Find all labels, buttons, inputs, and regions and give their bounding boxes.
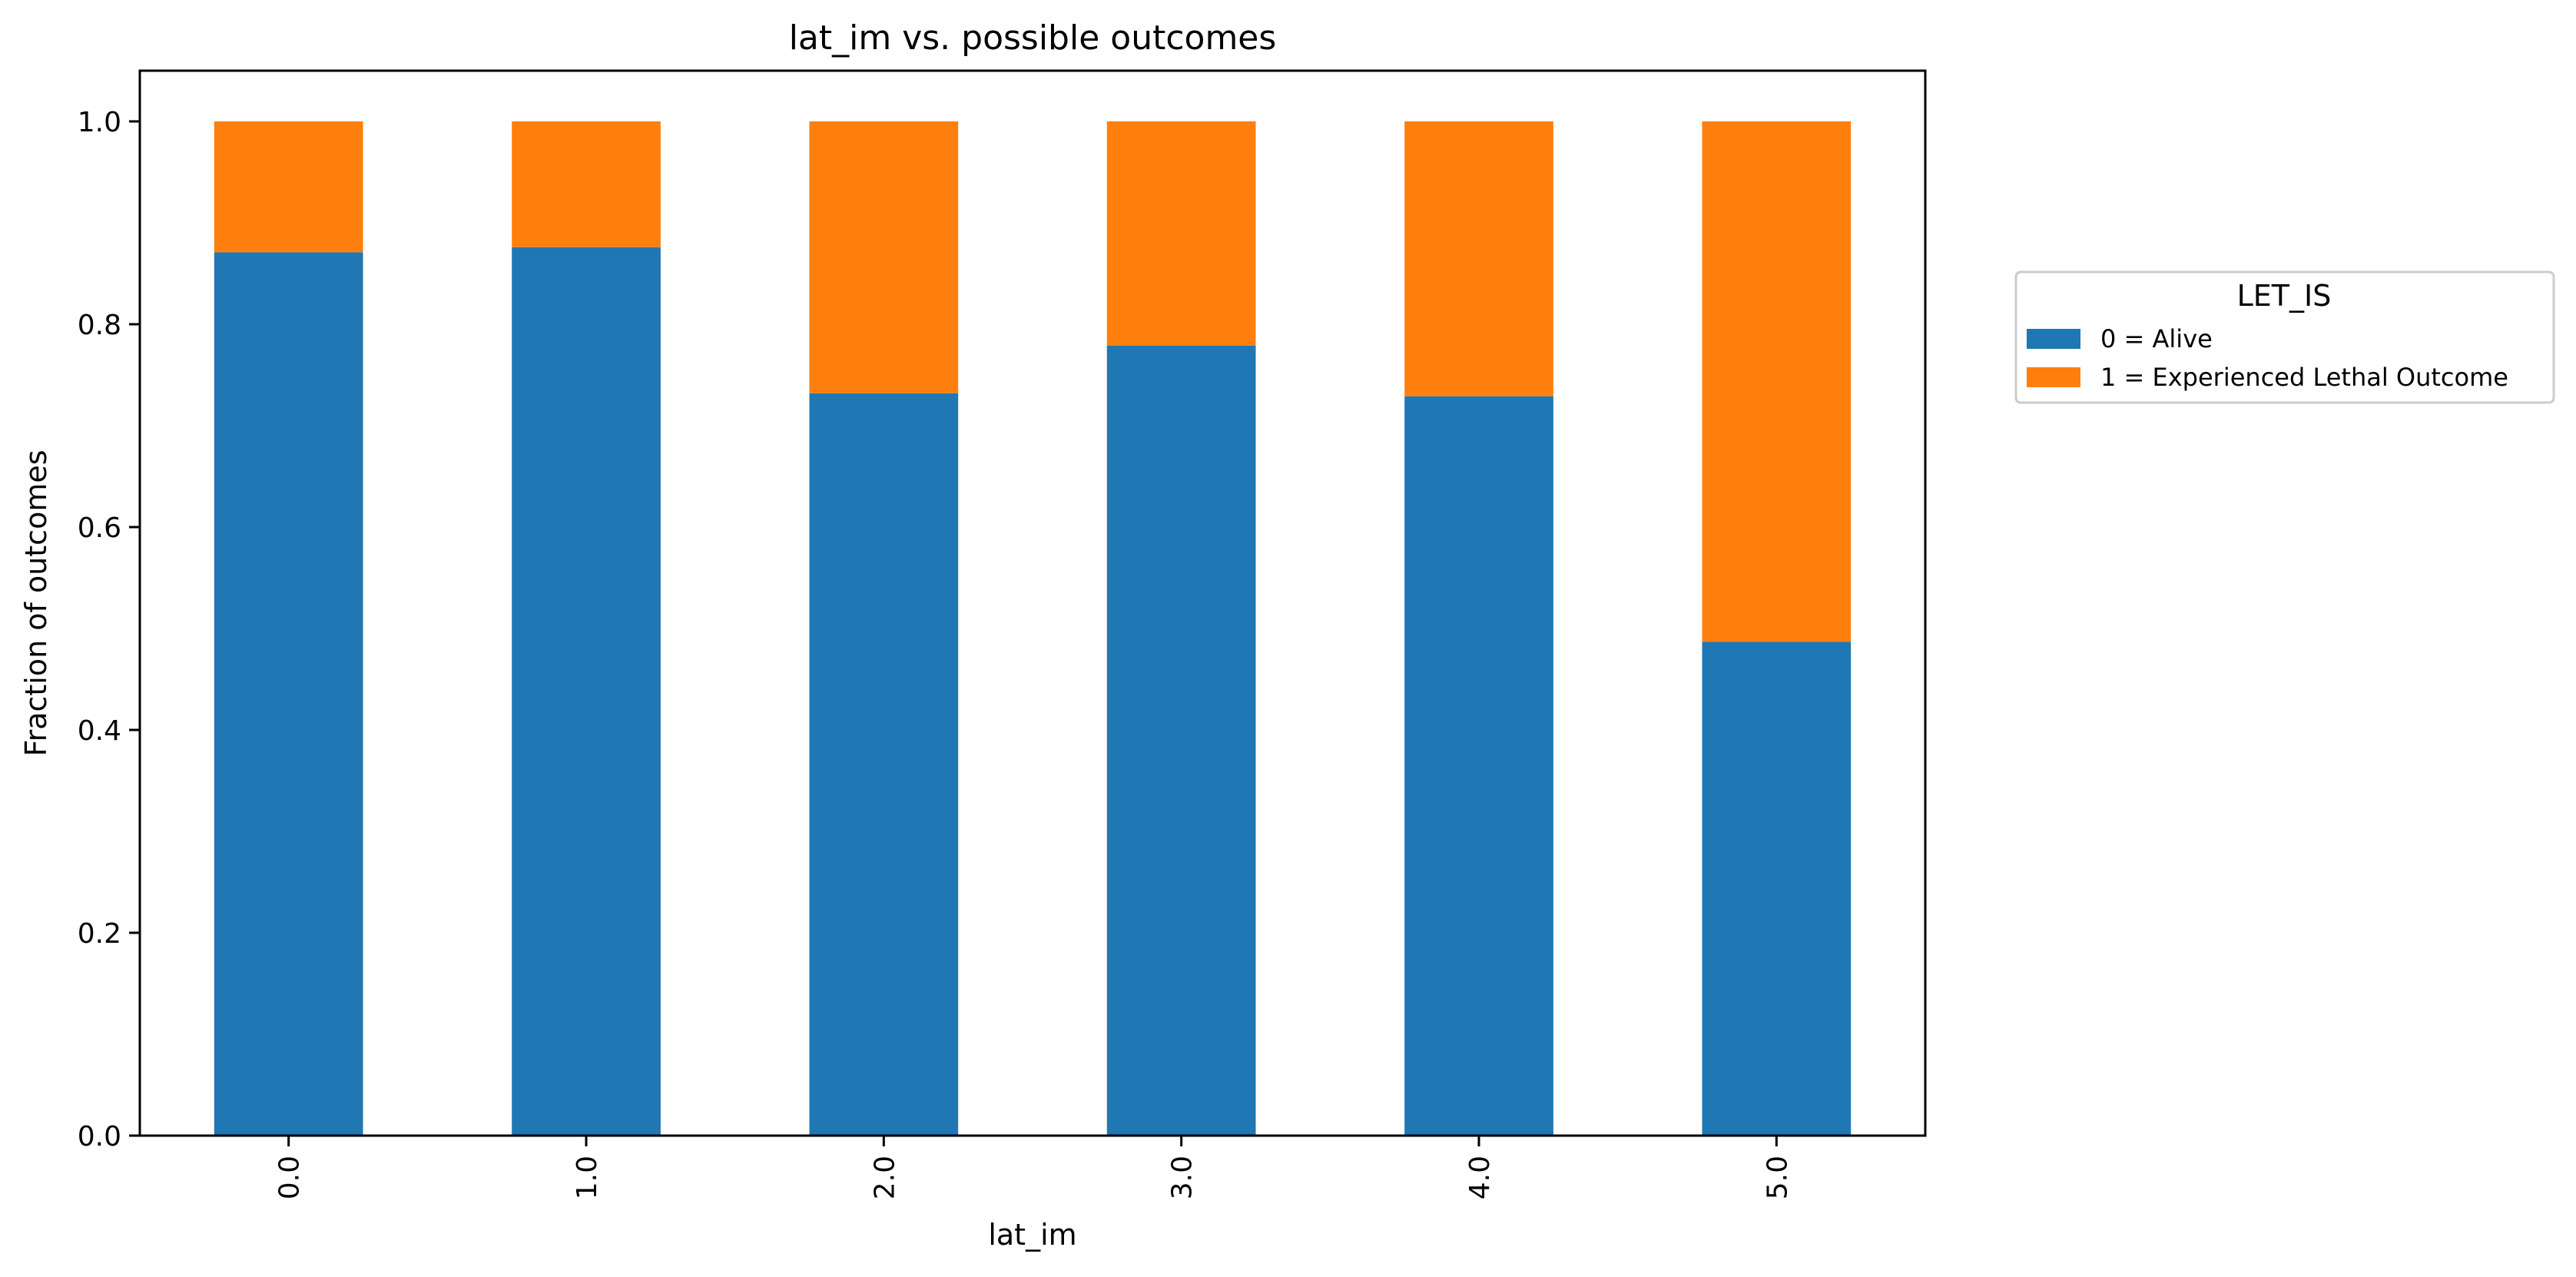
y-tick-label: 0.2 [78,918,121,950]
x-tick-label: 5.0 [1762,1156,1793,1199]
bar-lethal-outcome-0.0 [214,121,363,253]
legend: LET_IS 0 = Alive 1 = Experienced Lethal … [2014,270,2555,404]
plot-area-frame [138,69,1927,1137]
y-tick-label: 0.0 [78,1121,121,1153]
bar-alive-4.0 [1404,396,1553,1136]
bar-alive-1.0 [512,247,661,1136]
legend-title: LET_IS [2237,279,2332,313]
bar-lethal-outcome-3.0 [1106,121,1256,346]
legend-swatch-alive [2027,329,2080,349]
x-tick-label: 4.0 [1464,1156,1496,1199]
x-axis-label: lat_im [988,1218,1076,1252]
bar-lethal-outcome-5.0 [1702,121,1852,642]
legend-label-alive: 0 = Alive [2100,324,2213,353]
bar-lethal-outcome-4.0 [1404,121,1553,396]
y-tick-label: 1.0 [78,107,121,138]
y-tick-label: 0.8 [78,310,121,341]
legend-swatch-lethal-outcome [2027,367,2080,387]
bar-alive-3.0 [1106,345,1256,1136]
x-tick-label: 1.0 [572,1156,603,1199]
x-axis: 0.0 1.0 2.0 3.0 4.0 5.0 [274,1136,1793,1199]
bars-layer [214,121,1852,1136]
bar-lethal-outcome-2.0 [809,121,959,393]
legend-frame [2014,270,2555,404]
chart-title: lat_im vs. possible outcomes [789,18,1277,58]
x-tick-label: 3.0 [1167,1156,1198,1199]
y-tick-label: 0.6 [78,512,121,544]
bar-alive-0.0 [214,252,363,1136]
x-tick-label: 2.0 [869,1156,900,1199]
y-axis: 0.0 0.2 0.4 0.6 0.8 1.0 [78,107,140,1153]
legend-label-lethal-outcome: 1 = Experienced Lethal Outcome [2100,363,2508,392]
x-tick-label: 0.0 [274,1156,306,1199]
bar-alive-2.0 [809,393,959,1136]
y-tick-label: 0.4 [78,715,121,747]
bar-alive-5.0 [1702,642,1852,1136]
bar-lethal-outcome-1.0 [512,121,661,247]
y-axis-label: Fraction of outcomes [19,449,53,756]
